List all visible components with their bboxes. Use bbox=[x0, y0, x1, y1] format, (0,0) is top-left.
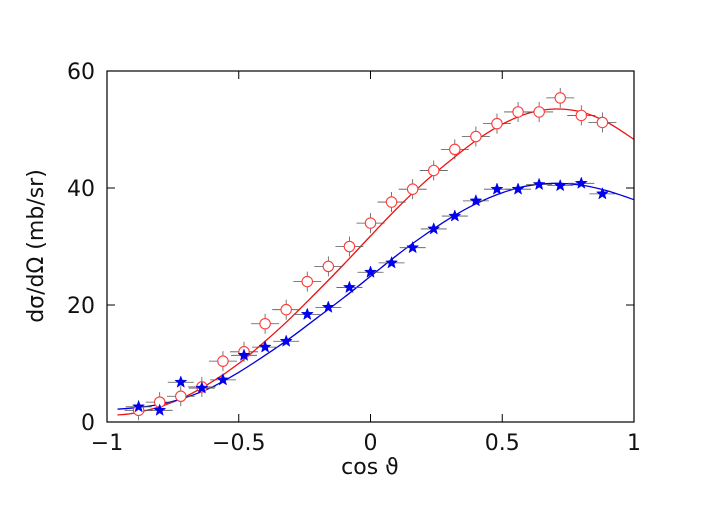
x-axis-label: cos ϑ bbox=[341, 455, 399, 480]
data-points bbox=[124, 87, 617, 421]
star-data-point bbox=[209, 372, 236, 386]
star-data-point bbox=[441, 209, 468, 222]
circle-data-point bbox=[567, 105, 596, 126]
circle-data-point bbox=[314, 256, 343, 277]
y-tick-label: 0 bbox=[81, 411, 95, 436]
y-tick-label: 60 bbox=[67, 60, 95, 85]
circle-data-point bbox=[272, 299, 301, 320]
x-tick-label: 0 bbox=[364, 431, 378, 456]
star-data-point bbox=[420, 222, 447, 235]
circle-data-point bbox=[208, 351, 237, 372]
star-data-point bbox=[146, 403, 173, 416]
circle-data-point bbox=[546, 87, 575, 108]
star-data-point bbox=[357, 265, 384, 278]
circle-data-point bbox=[335, 236, 364, 257]
x-tick-label: −1 bbox=[91, 431, 123, 456]
x-tick-label: 0.5 bbox=[485, 431, 520, 456]
circle-data-point bbox=[356, 213, 385, 234]
star-data-point bbox=[273, 334, 300, 347]
star-data-point bbox=[547, 178, 574, 192]
star-data-point bbox=[188, 381, 215, 394]
star-data-point bbox=[336, 280, 363, 294]
y-tick-label: 40 bbox=[67, 177, 95, 202]
circle-data-point bbox=[377, 192, 406, 213]
circle-data-point bbox=[166, 386, 195, 407]
star-data-point bbox=[294, 307, 321, 320]
circle-data-point bbox=[482, 113, 511, 134]
plot-frame bbox=[106, 70, 635, 423]
star-data-point bbox=[231, 348, 258, 361]
star-data-point bbox=[125, 399, 152, 413]
star-data-point bbox=[505, 182, 532, 195]
circle-data-point bbox=[251, 313, 280, 334]
circle-data-point bbox=[504, 101, 533, 122]
circle-data-point bbox=[461, 126, 490, 147]
circle-data-point bbox=[293, 271, 322, 292]
fit-curve-1 bbox=[117, 108, 635, 416]
y-axis-label: dσ/dΩ (mb/sr) bbox=[24, 169, 49, 323]
circle-data-point bbox=[525, 101, 554, 122]
star-data-point bbox=[462, 193, 489, 207]
star-data-point bbox=[252, 340, 279, 353]
circle-data-point bbox=[419, 160, 448, 181]
axis-ticks: −1 −0.5 0 0.5 1 0 20 40 60 bbox=[67, 60, 641, 456]
star-data-point bbox=[167, 375, 194, 388]
circle-data-point bbox=[398, 179, 427, 200]
fit-curve-2 bbox=[117, 182, 635, 410]
star-data-point bbox=[399, 240, 426, 254]
circle-data-point bbox=[588, 112, 617, 133]
circle-data-point bbox=[440, 139, 469, 160]
fit-curves bbox=[117, 108, 635, 416]
star-data-point bbox=[568, 176, 595, 189]
x-tick-label: 1 bbox=[627, 431, 641, 456]
y-tick-label: 20 bbox=[67, 294, 95, 319]
x-tick-label: −0.5 bbox=[212, 431, 265, 456]
star-data-point bbox=[589, 186, 616, 200]
star-data-point bbox=[378, 255, 405, 269]
star-data-point bbox=[483, 182, 510, 195]
star-data-point bbox=[315, 300, 342, 314]
star-data-point bbox=[526, 177, 553, 191]
